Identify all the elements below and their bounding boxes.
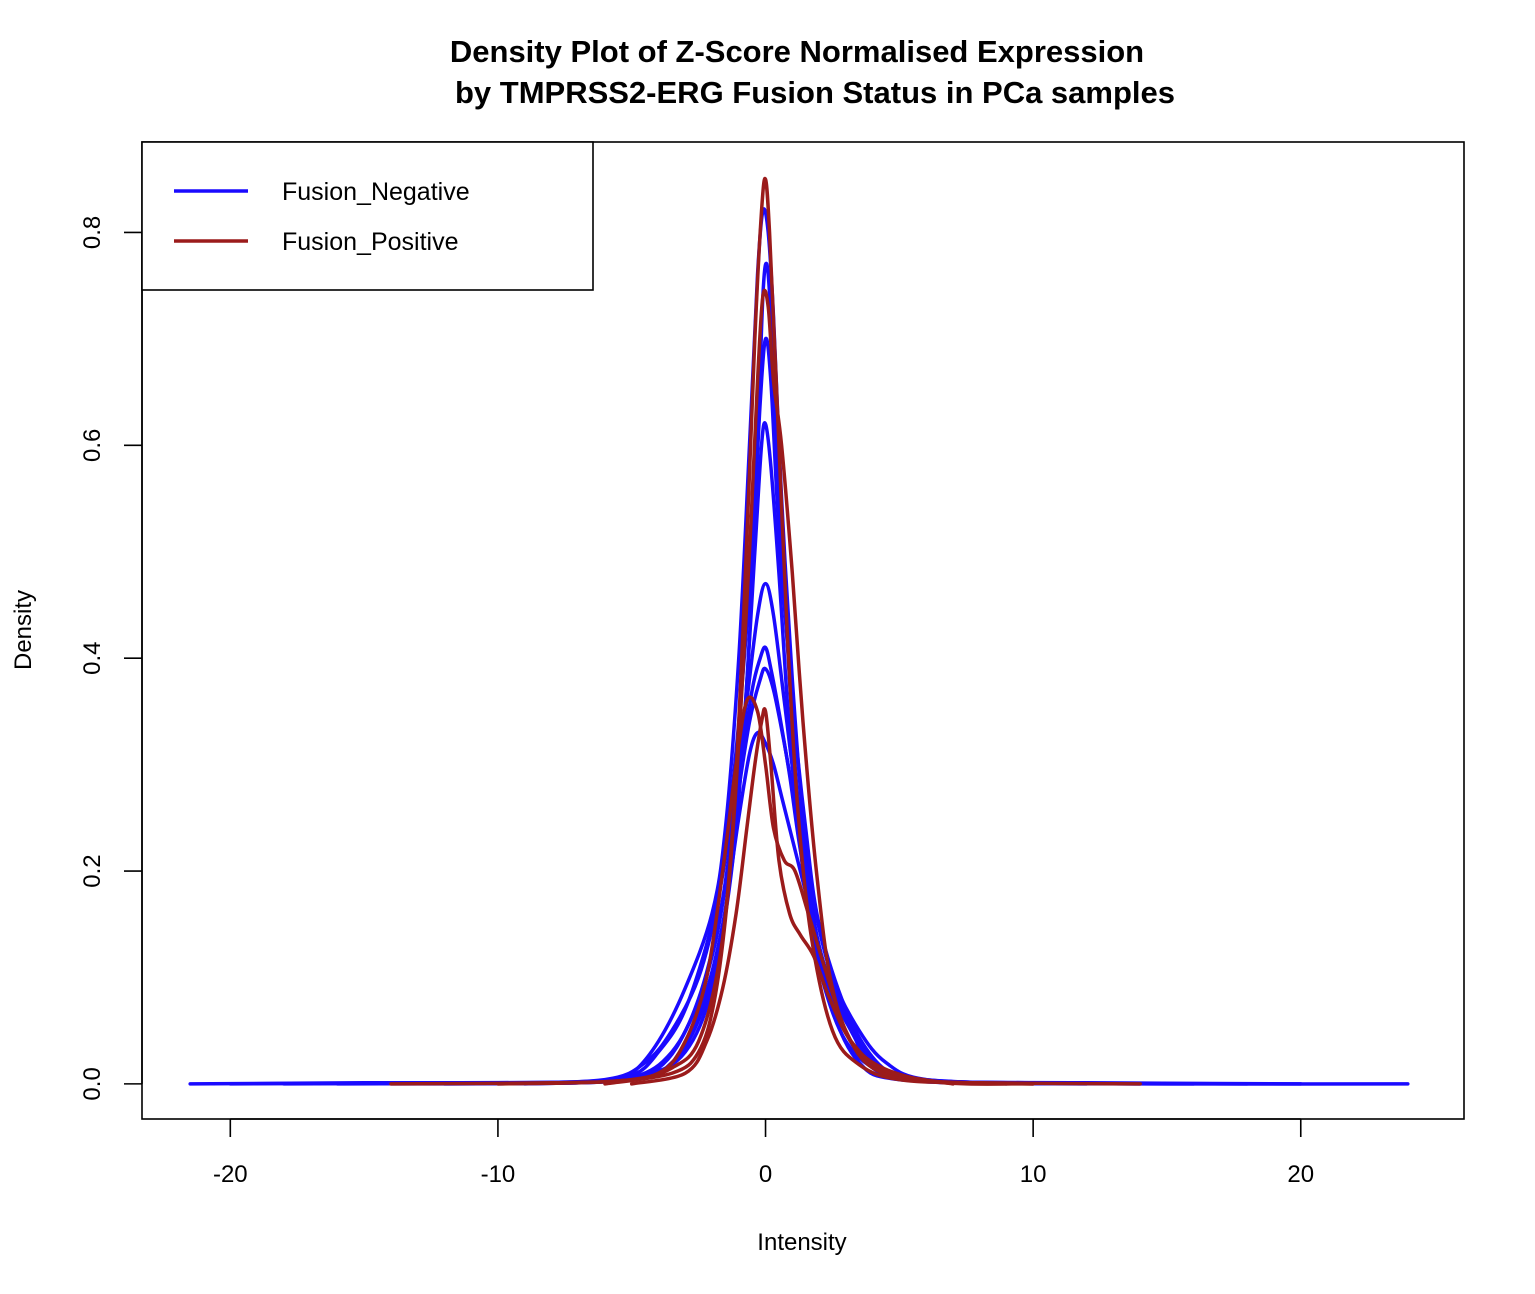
y-tick-label: 0.6: [79, 429, 106, 462]
x-tick-label: 20: [1287, 1161, 1314, 1188]
y-axis: 0.0 0.2 0.4 0.6 0.8: [79, 216, 143, 1101]
x-tick-label: 0: [759, 1161, 772, 1188]
y-axis-title: Density: [10, 590, 37, 670]
plot-frame: [141, 141, 1465, 1120]
density-line-fusion-positive-8: [389, 176, 1142, 1086]
legend-box: [141, 141, 594, 291]
density-line-fusion-negative-6: [496, 261, 1035, 1086]
chart-subtitle: by TMPRSS2-ERG Fusion Status in PCa samp…: [455, 75, 1175, 110]
y-tick-label: 0.4: [79, 641, 106, 674]
x-axis-title: Intensity: [757, 1229, 846, 1256]
density-line-fusion-positive-10: [603, 288, 1035, 1086]
x-tick-label: -10: [481, 1161, 516, 1188]
y-tick-label: 0.8: [79, 216, 106, 249]
density-line-fusion-positive-9: [496, 695, 1035, 1086]
x-tick-label: 10: [1020, 1161, 1047, 1188]
density-line-fusion-negative-3: [335, 666, 1196, 1086]
density-line-fusion-negative-7: [522, 730, 1009, 1086]
series-layer: [188, 176, 1410, 1086]
chart-title: Density Plot of Z-Score Normalised Expre…: [450, 34, 1144, 69]
x-axis: -20 -10 0 10 20: [213, 1118, 1314, 1188]
legend-label-fusion-positive: Fusion_Positive: [282, 228, 458, 256]
density-line-fusion-positive-11: [629, 707, 955, 1086]
density-line-fusion-negative-2: [282, 581, 1249, 1086]
legend-label-fusion-negative: Fusion_Negative: [282, 178, 470, 206]
y-tick-label: 0.2: [79, 854, 106, 887]
x-tick-label: -20: [213, 1161, 248, 1188]
legend: Fusion_Negative Fusion_Positive: [141, 141, 594, 291]
y-tick-label: 0.0: [79, 1067, 106, 1100]
